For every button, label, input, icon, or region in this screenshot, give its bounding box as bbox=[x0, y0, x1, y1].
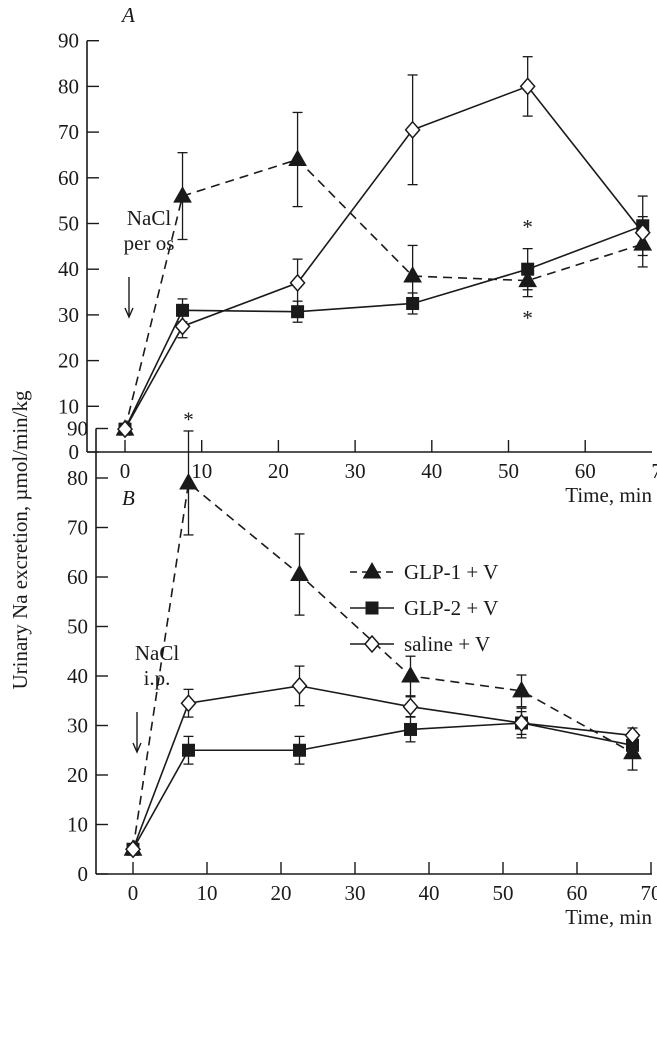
data-point bbox=[513, 713, 530, 733]
data-point bbox=[406, 296, 420, 310]
chart-panel-b bbox=[95, 427, 652, 875]
series-saline-v bbox=[117, 56, 651, 439]
series-glp-2-v bbox=[118, 195, 650, 436]
x-axis-title: Time, min bbox=[565, 483, 652, 507]
x-tick-label: 10 bbox=[197, 881, 218, 905]
y-tick-label: 80 bbox=[58, 74, 79, 98]
panel-label-b: B bbox=[122, 486, 135, 510]
legend-marker bbox=[364, 634, 380, 654]
series-line bbox=[124, 85, 644, 430]
y-tick-label: 40 bbox=[67, 664, 88, 688]
data-point bbox=[293, 743, 306, 757]
series-glp-2-v bbox=[126, 707, 639, 856]
data-point bbox=[401, 665, 420, 683]
data-point bbox=[174, 317, 191, 336]
data-point bbox=[402, 697, 419, 716]
x-tick-label: 60 bbox=[567, 881, 588, 905]
y-tick-label: 30 bbox=[67, 714, 88, 738]
x-tick-label: 60 bbox=[575, 459, 596, 483]
data-point bbox=[521, 262, 535, 276]
y-axis-title: Urinary Na excretion, µmol/min/kg bbox=[8, 390, 32, 690]
data-point bbox=[624, 726, 641, 745]
data-point bbox=[404, 722, 417, 736]
significance-marker: * bbox=[522, 306, 533, 330]
data-point bbox=[634, 223, 651, 242]
legend-entry bbox=[350, 634, 394, 654]
annotation-text: NaCl bbox=[135, 641, 179, 665]
data-point bbox=[403, 266, 422, 283]
y-tick-label: 0 bbox=[78, 862, 89, 886]
x-tick-label: 20 bbox=[268, 459, 289, 483]
data-point bbox=[179, 472, 198, 490]
annotation-arrowhead bbox=[132, 742, 142, 754]
y-tick-label: 60 bbox=[58, 166, 79, 190]
annotation-arrowhead bbox=[124, 307, 134, 319]
legend-label: saline + V bbox=[404, 632, 490, 656]
x-tick-label: 70 bbox=[651, 459, 657, 483]
legend-marker bbox=[365, 601, 379, 615]
series-glp-1-v bbox=[123, 430, 642, 856]
y-tick-label: 40 bbox=[58, 257, 79, 281]
y-tick-label: 10 bbox=[67, 813, 88, 837]
data-point bbox=[290, 564, 309, 582]
data-point bbox=[404, 120, 421, 139]
x-tick-label: 50 bbox=[493, 881, 514, 905]
y-tick-label: 70 bbox=[67, 516, 88, 540]
data-point bbox=[125, 840, 141, 859]
data-point bbox=[117, 420, 133, 439]
data-point bbox=[519, 77, 536, 96]
x-tick-label: 40 bbox=[419, 881, 440, 905]
data-point bbox=[512, 680, 531, 698]
x-tick-label: 0 bbox=[128, 881, 139, 905]
panel-label-a: A bbox=[120, 3, 135, 27]
annotation-text: NaCl bbox=[127, 206, 171, 230]
x-tick-label: 0 bbox=[120, 459, 131, 483]
series-line bbox=[124, 225, 644, 430]
x-tick-label: 10 bbox=[191, 459, 212, 483]
y-tick-label: 50 bbox=[58, 212, 79, 236]
series-line bbox=[132, 481, 633, 850]
data-point bbox=[180, 694, 197, 713]
y-tick-label: 30 bbox=[58, 303, 79, 327]
y-tick-label: 50 bbox=[67, 615, 88, 639]
y-tick-label: 70 bbox=[58, 120, 79, 144]
data-point bbox=[182, 743, 195, 757]
legend-entry bbox=[350, 601, 394, 615]
series-line bbox=[132, 722, 633, 850]
series-line bbox=[124, 158, 643, 430]
y-tick-label: 20 bbox=[58, 349, 79, 373]
x-tick-label: 70 bbox=[641, 881, 657, 905]
x-tick-label: 40 bbox=[421, 459, 442, 483]
legend-label: GLP-1 + V bbox=[404, 560, 498, 584]
x-axis-title: Time, min bbox=[565, 905, 652, 929]
significance-marker: * bbox=[183, 408, 194, 432]
data-point bbox=[289, 273, 306, 293]
y-tick-label: 80 bbox=[67, 466, 88, 490]
significance-marker: * bbox=[522, 215, 533, 239]
annotation-text: i.p. bbox=[144, 666, 171, 690]
x-tick-label: 30 bbox=[345, 459, 366, 483]
data-point bbox=[291, 305, 305, 319]
y-tick-label: 90 bbox=[67, 417, 88, 441]
data-point bbox=[288, 149, 307, 167]
y-tick-label: 0 bbox=[69, 440, 80, 464]
x-tick-label: 30 bbox=[345, 881, 366, 905]
y-tick-label: 10 bbox=[58, 394, 79, 418]
series-line bbox=[132, 685, 633, 850]
data-point bbox=[173, 186, 192, 203]
y-tick-label: 90 bbox=[58, 29, 79, 53]
y-tick-label: 20 bbox=[67, 763, 88, 787]
x-tick-label: 50 bbox=[498, 459, 519, 483]
legend-label: GLP-2 + V bbox=[404, 596, 498, 620]
legend-entry bbox=[350, 561, 394, 579]
y-tick-label: 60 bbox=[67, 565, 88, 589]
x-tick-label: 20 bbox=[271, 881, 292, 905]
series-saline-v bbox=[125, 665, 641, 859]
chart-panel-a bbox=[86, 40, 653, 453]
annotation-text: per os bbox=[124, 231, 175, 255]
data-point bbox=[291, 676, 308, 696]
legend-marker bbox=[362, 561, 382, 579]
series-glp-1-v bbox=[115, 111, 653, 436]
